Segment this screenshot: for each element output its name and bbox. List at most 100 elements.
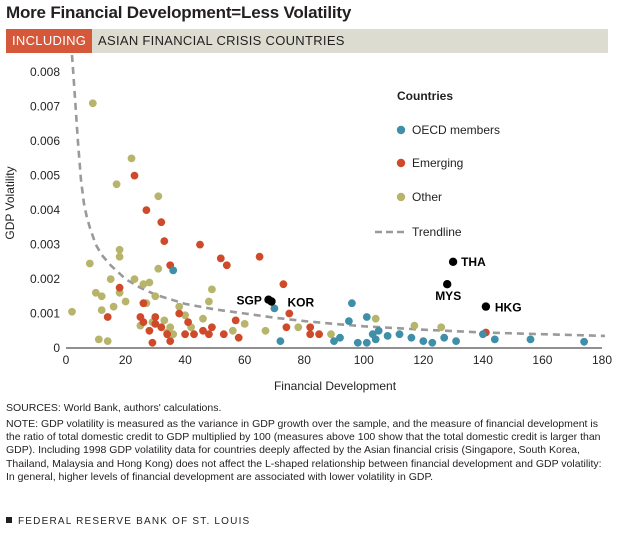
oecd-point xyxy=(452,337,460,345)
x-tick-label: 80 xyxy=(298,353,312,367)
tick-labels: 0 20 40 60 80 100 120 140 160 180 0 0.001 0.002 0.003… xyxy=(30,65,612,367)
oecd-point xyxy=(580,337,588,346)
other-point xyxy=(68,307,76,316)
trendline xyxy=(70,55,606,338)
legend: Countries OECD members Emerging Other Tr… xyxy=(375,89,500,239)
subtitle-banner: INCLUDING ASIAN FINANCIAL CRISIS COUNTRI… xyxy=(6,29,608,53)
emerging-point xyxy=(231,316,240,325)
emerging-point xyxy=(196,240,204,249)
emerging-point xyxy=(145,326,154,335)
emerging-point xyxy=(130,171,139,180)
other-point xyxy=(85,259,94,268)
scatter-chart: 0 20 40 60 80 100 120 140 160 180 0 0.001 0.002 0.003… xyxy=(3,55,612,393)
emerging-point xyxy=(157,323,166,332)
emerging-point xyxy=(315,330,323,339)
other-point xyxy=(166,323,175,332)
oecd-point xyxy=(428,338,437,347)
crisis-label-sgp: SGP xyxy=(237,294,262,308)
other-point xyxy=(115,252,124,261)
x-tick-label: 0 xyxy=(63,353,70,367)
other-point xyxy=(103,337,112,345)
oecd-point xyxy=(407,333,416,342)
legend-marker-emerging xyxy=(396,158,406,168)
other-point xyxy=(94,335,103,344)
other-point xyxy=(261,326,270,335)
other-point xyxy=(106,275,115,283)
x-tick-label: 140 xyxy=(473,353,493,367)
footer-text: FEDERAL RESERVE BANK OF ST. LOUIS xyxy=(18,516,251,527)
other-point xyxy=(154,264,163,273)
crisis-country-points: SGP KOR THA MYS HKG xyxy=(237,255,522,315)
other-point xyxy=(199,314,207,323)
oecd-point xyxy=(371,335,380,344)
oecd-point xyxy=(362,313,371,321)
emerging-point xyxy=(139,299,148,308)
oecd-point xyxy=(490,335,499,344)
other-point xyxy=(112,180,121,189)
y-tick-label: 0.008 xyxy=(30,65,60,79)
crisis-point-tha xyxy=(448,257,458,266)
emerging-point xyxy=(255,252,264,261)
oecd-point xyxy=(276,337,285,345)
emerging-point xyxy=(160,237,169,246)
y-tick-label: 0.005 xyxy=(30,169,60,183)
oecd-point xyxy=(526,335,535,344)
emerging-point xyxy=(163,330,172,339)
other-point xyxy=(115,245,124,254)
emerging-point xyxy=(139,318,148,326)
oecd-point xyxy=(362,338,371,347)
y-tick-label: 0.007 xyxy=(30,100,60,114)
chart-title: More Financial Development=Less Volatili… xyxy=(6,3,352,22)
other-point xyxy=(169,330,178,339)
emerging-point xyxy=(208,323,216,332)
emerging-point xyxy=(115,283,124,292)
note-text: NOTE: GDP volatility is measured as the … xyxy=(6,418,602,483)
emerging-point xyxy=(142,206,151,215)
emerging-point xyxy=(103,313,112,321)
crisis-label-kor: KOR xyxy=(288,296,315,310)
other-point xyxy=(91,288,100,297)
y-axis-label: GDP Volatility xyxy=(3,166,17,239)
x-tick-label: 160 xyxy=(532,353,552,367)
y-tick-label: 0 xyxy=(53,341,60,355)
crisis-label-mys: MYS xyxy=(435,289,461,303)
other-point xyxy=(121,297,130,306)
emerging-point xyxy=(175,309,184,318)
oecd-point xyxy=(374,326,383,335)
oecd-point xyxy=(270,304,279,313)
legend-label-emerging: Emerging xyxy=(412,156,463,170)
other-point xyxy=(97,292,106,301)
crisis-label-hkg: HKG xyxy=(495,301,522,315)
other-point xyxy=(327,330,335,339)
other-point xyxy=(97,306,106,314)
crisis-point-kor xyxy=(267,297,276,306)
other-point xyxy=(175,302,184,311)
oecd-point xyxy=(169,266,178,275)
emerging-point xyxy=(222,261,231,270)
other-point xyxy=(437,323,446,332)
other-point xyxy=(181,311,190,320)
oecd-point xyxy=(479,330,487,339)
emerging-point xyxy=(151,313,160,321)
emerging-point xyxy=(205,330,213,339)
legend-label-trendline: Trendline xyxy=(412,225,462,239)
x-tick-label: 60 xyxy=(238,353,252,367)
oecd-point xyxy=(353,338,362,347)
emerging-point xyxy=(151,320,160,328)
banner-text: ASIAN FINANCIAL CRISIS COUNTRIES xyxy=(98,33,345,48)
x-tick-label: 120 xyxy=(413,353,433,367)
emerging-point xyxy=(282,323,291,332)
x-tick-label: 40 xyxy=(178,353,192,367)
banner-tag: INCLUDING xyxy=(6,29,93,53)
data-points xyxy=(68,99,588,347)
other-point xyxy=(145,278,154,287)
emerging-point xyxy=(306,323,315,332)
other-point xyxy=(208,285,216,294)
oecd-point xyxy=(348,299,356,308)
y-tick-label: 0.002 xyxy=(30,272,60,286)
emerging-point xyxy=(184,318,193,326)
y-tick-label: 0.001 xyxy=(30,307,60,321)
emerging-point xyxy=(219,330,228,339)
oecd-point xyxy=(345,317,353,325)
x-axis-label: Financial Development xyxy=(274,379,397,393)
